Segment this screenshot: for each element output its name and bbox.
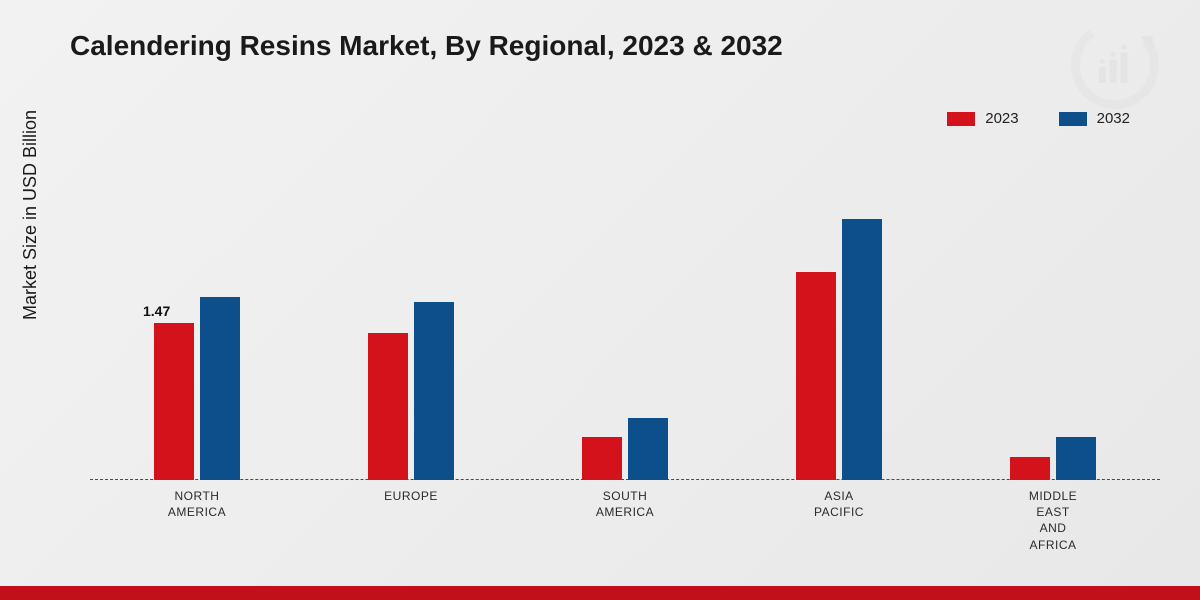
- x-label-sa: SOUTH AMERICA: [555, 488, 695, 520]
- watermark-logo: [1070, 20, 1160, 110]
- bar-group-eu: [351, 302, 471, 480]
- bar-value-label-na: 1.47: [143, 303, 170, 319]
- legend-label-2032: 2032: [1097, 110, 1130, 127]
- x-label-ap: ASIA PACIFIC: [769, 488, 909, 520]
- legend-item-2032: 2032: [1059, 110, 1130, 127]
- x-label-na: NORTH AMERICA: [127, 488, 267, 520]
- legend-swatch-2032: [1059, 112, 1087, 126]
- bar-2023-ap: [796, 272, 836, 480]
- bar-group-sa: [565, 418, 685, 480]
- x-label-eu: EUROPE: [341, 488, 481, 504]
- plot-area: 1.47: [90, 160, 1160, 480]
- legend-swatch-2023: [947, 112, 975, 126]
- bar-2023-mea: [1010, 457, 1050, 480]
- x-axis-labels: NORTH AMERICA EUROPE SOUTH AMERICA ASIA PAC…: [90, 480, 1160, 600]
- bar-2032-mea: [1056, 437, 1096, 480]
- footer-accent-bar: [0, 586, 1200, 600]
- bar-group-na: 1.47: [137, 297, 257, 480]
- legend-label-2023: 2023: [985, 110, 1018, 127]
- bar-2032-eu: [414, 302, 454, 480]
- x-label-mea: MIDDLE EAST AND AFRICA: [983, 488, 1123, 553]
- legend-item-2023: 2023: [947, 110, 1018, 127]
- legend: 2023 2032: [947, 110, 1130, 127]
- bar-group-mea: [993, 437, 1113, 480]
- bar-2032-ap: [842, 219, 882, 480]
- bar-2023-eu: [368, 333, 408, 480]
- y-axis-label: Market Size in USD Billion: [20, 110, 41, 320]
- chart-title: Calendering Resins Market, By Regional, …: [70, 30, 783, 62]
- bar-2023-sa: [582, 437, 622, 480]
- bar-2032-sa: [628, 418, 668, 480]
- bar-2032-na: [200, 297, 240, 480]
- bar-group-ap: [779, 219, 899, 480]
- bar-2023-na: [154, 323, 194, 480]
